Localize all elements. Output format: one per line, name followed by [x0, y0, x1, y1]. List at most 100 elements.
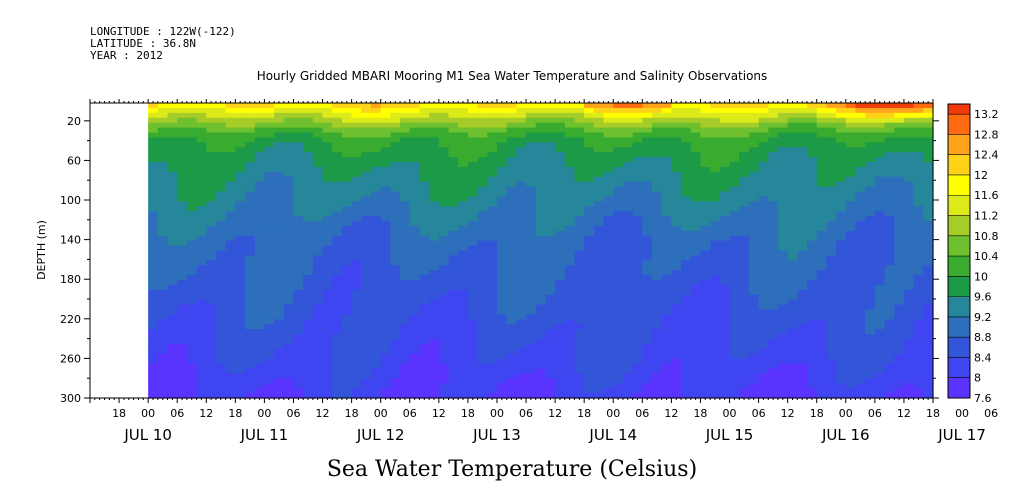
heat-cell: [690, 373, 702, 379]
heat-cell: [371, 176, 382, 183]
heat-cell: [526, 162, 537, 168]
heat-cell: [884, 309, 895, 316]
heat-cell: [555, 103, 566, 109]
heat-cell: [186, 358, 198, 365]
heat-cell: [371, 275, 382, 281]
heat-cell: [865, 260, 876, 266]
heat-cell: [855, 181, 866, 188]
heat-cell: [438, 373, 450, 379]
heat-cell: [613, 343, 624, 350]
heat-cell: [884, 181, 895, 188]
heat-cell: [215, 103, 227, 109]
heat-cell: [855, 388, 866, 394]
heat-cell: [739, 255, 750, 261]
heat-cell: [477, 196, 488, 202]
heat-cell: [312, 142, 324, 148]
heat-cell: [865, 245, 876, 252]
heat-cell: [400, 383, 411, 389]
heat-cell: [438, 176, 450, 183]
heat-cell: [283, 196, 295, 202]
heat-cell: [555, 275, 566, 281]
heat-cell: [177, 225, 188, 232]
heat-cell: [429, 334, 440, 340]
heat-cell: [496, 393, 508, 399]
heat-cell: [903, 117, 915, 124]
heat-cell: [274, 245, 285, 252]
heat-cell: [555, 186, 566, 193]
heat-cell: [642, 132, 653, 139]
heat-cell: [913, 250, 924, 257]
heat-cell: [448, 358, 459, 365]
heat-cell: [477, 181, 488, 188]
heat-cell: [526, 171, 537, 178]
heat-cell: [419, 166, 430, 173]
heat-cell: [409, 221, 421, 227]
heat-cell: [874, 343, 886, 350]
heat-cell: [390, 358, 401, 365]
heat-cell: [807, 265, 818, 271]
heat-cell: [177, 201, 188, 207]
heat-cell: [603, 314, 614, 320]
heat-cell: [496, 363, 508, 370]
heat-cell: [196, 294, 207, 301]
heat-cell: [235, 157, 246, 163]
heat-cell: [690, 358, 702, 365]
heat-cell: [555, 378, 566, 384]
heat-cell: [341, 147, 353, 153]
heat-cell: [361, 339, 372, 345]
heat-cell: [526, 191, 537, 198]
heat-cell: [283, 250, 295, 257]
heat-cell: [361, 240, 372, 247]
heat-cell: [516, 383, 527, 389]
heat-cell: [419, 142, 430, 148]
heat-cell: [622, 270, 634, 276]
year-label: YEAR : 2012: [90, 49, 163, 62]
heat-cell: [855, 334, 866, 340]
heat-cell: [690, 393, 702, 399]
heat-cell: [855, 201, 866, 207]
heat-cell: [894, 176, 905, 183]
heat-cell: [545, 112, 556, 119]
heat-cell: [177, 196, 188, 202]
heat-cell: [467, 373, 479, 379]
heat-cell: [923, 329, 934, 335]
heat-cell: [913, 358, 924, 365]
heat-cell: [322, 206, 333, 212]
heat-cell: [535, 393, 547, 399]
heat-cell: [225, 201, 236, 207]
heat-cell: [923, 343, 934, 350]
heat-cell: [215, 348, 227, 355]
heat-cell: [380, 373, 391, 379]
heat-cell: [157, 230, 169, 237]
heat-cell: [913, 343, 924, 350]
heat-cell: [371, 358, 382, 365]
heat-cell: [516, 309, 527, 316]
heat-cell: [690, 314, 702, 320]
heatmap-cells: [148, 103, 934, 399]
heat-cell: [729, 275, 740, 281]
heat-cell: [177, 319, 188, 325]
heat-cell: [157, 127, 169, 134]
heat-cell: [157, 137, 169, 143]
heat-cell: [458, 255, 469, 261]
heat-cell: [215, 181, 227, 188]
heat-cell: [293, 324, 304, 330]
heat-cell: [293, 171, 304, 178]
heat-cell: [206, 255, 217, 261]
heat-cell: [400, 393, 411, 399]
heat-cell: [516, 260, 527, 266]
heat-cell: [419, 157, 430, 163]
heat-cell: [235, 319, 246, 325]
heat-cell: [700, 107, 711, 114]
heat-cell: [797, 368, 808, 375]
heat-cell: [274, 137, 285, 143]
heat-cell: [429, 284, 440, 291]
heat-cell: [584, 289, 595, 296]
heat-cell: [429, 314, 440, 320]
heat-cell: [371, 127, 382, 134]
heat-cell: [264, 157, 275, 163]
heat-cell: [245, 196, 256, 202]
heat-cell: [458, 294, 469, 301]
heat-cell: [215, 378, 227, 384]
heat-cell: [215, 353, 227, 360]
